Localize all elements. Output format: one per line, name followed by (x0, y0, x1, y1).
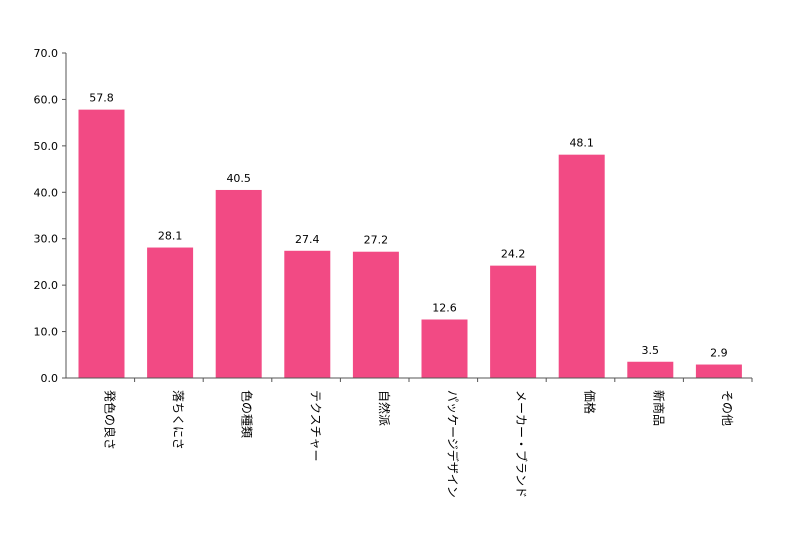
category-label: その他 (720, 390, 734, 426)
data-label: 2.9 (710, 347, 728, 360)
bar (490, 265, 537, 378)
category-label: 発色の良さ (103, 390, 118, 450)
category-label: パッケージデザイン (446, 390, 461, 498)
y-tick-label: 30.0 (34, 233, 59, 246)
bar (695, 364, 742, 378)
data-label: 27.2 (364, 234, 389, 247)
bar (78, 109, 125, 379)
category-label: 色の種類 (240, 390, 254, 438)
data-labels-group: 57.8 28.1 40.5 27.4 27.2 12.6 24.2 48.1 3.5 2.9 (89, 92, 727, 360)
bar (215, 189, 262, 378)
data-label: 12.6 (432, 302, 457, 315)
bar (284, 250, 331, 378)
bar (627, 361, 674, 378)
y-tick-label: 20.0 (34, 279, 59, 292)
data-label: 27.4 (295, 233, 320, 246)
y-tick-label: 10.0 (34, 326, 59, 339)
data-label: 48.1 (569, 137, 594, 150)
bar (147, 247, 194, 378)
bars-group (78, 109, 742, 379)
bar (421, 319, 468, 378)
bar (352, 251, 399, 378)
y-tick-label: 60.0 (34, 93, 59, 106)
bar (558, 154, 605, 378)
category-label: 新商品 (651, 390, 666, 426)
data-label: 57.8 (89, 92, 114, 105)
y-tick-label: 70.0 (34, 47, 59, 60)
y-tick-label: 40.0 (34, 186, 59, 199)
y-tick-label: 0.0 (41, 372, 59, 385)
category-label: メーカー・ブランド (514, 390, 529, 498)
y-axis-ticks: 0.0 10.0 20.0 30.0 40.0 50.0 60.0 70.0 (34, 47, 753, 385)
category-label: 価格 (583, 390, 598, 414)
category-labels-group: 発色の良さ 落ちくにさ 色の種類 テクスチャー 自然派 パッケージデザイン メーカー・ブラン… (103, 390, 734, 498)
data-label: 3.5 (642, 344, 660, 357)
category-label: 落ちくにさ (171, 390, 185, 450)
category-label: 自然派 (377, 390, 392, 426)
data-label: 28.1 (158, 230, 183, 243)
data-label: 40.5 (226, 172, 251, 185)
y-tick-label: 50.0 (34, 140, 59, 153)
category-label: テクスチャー (308, 390, 322, 462)
data-label: 24.2 (501, 248, 526, 261)
